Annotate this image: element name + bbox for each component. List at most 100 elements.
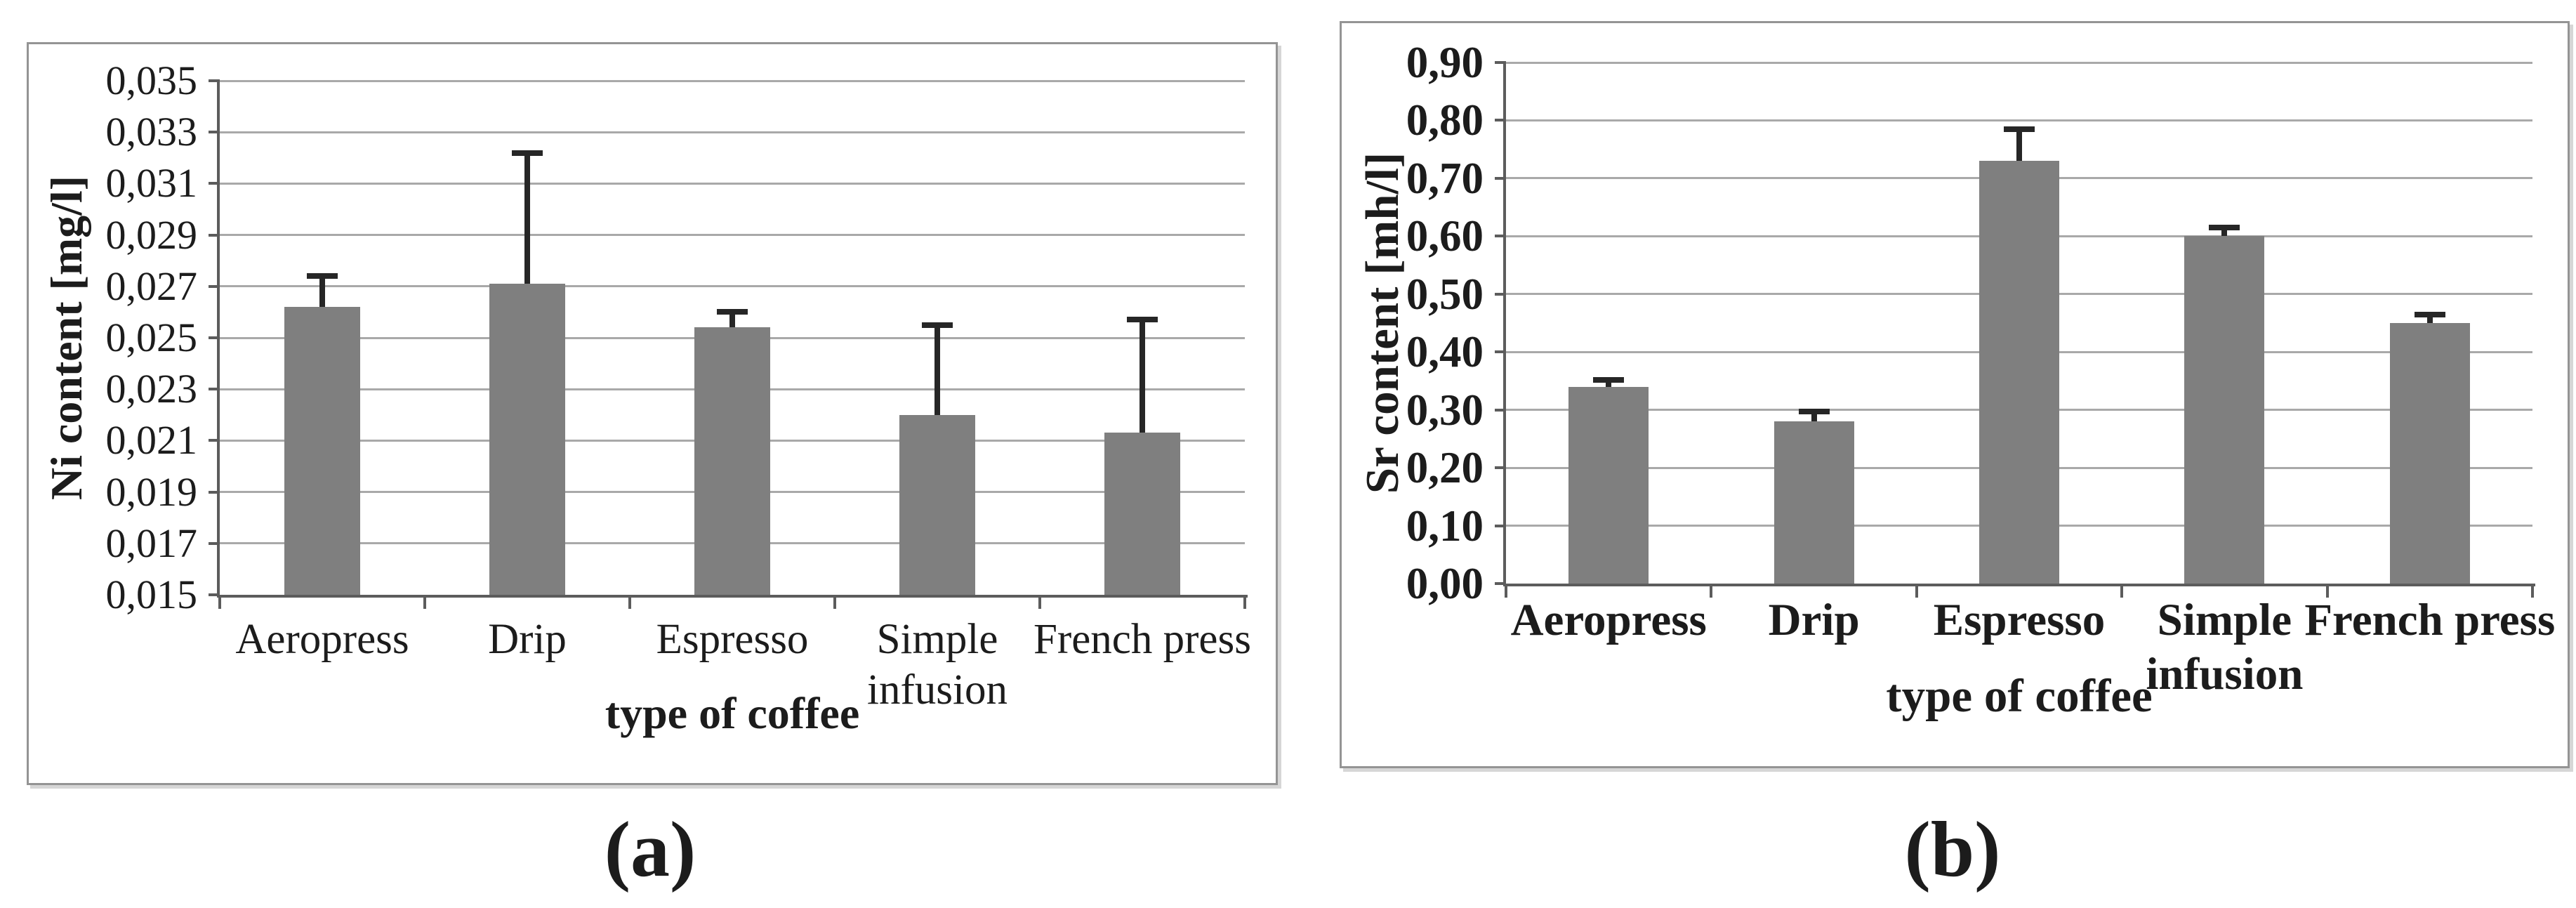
y-axis-tick [209, 336, 220, 339]
error-bar-cap-espresso [2004, 126, 2035, 132]
x-axis-line [1503, 584, 2535, 586]
caption-b: (b) [1904, 806, 2001, 893]
y-axis-tick [1495, 235, 1506, 238]
x-axis-tick [423, 598, 426, 609]
error-bar-line-espresso [2016, 129, 2022, 162]
bar-espresso [694, 327, 770, 595]
x-axis-tick [1915, 586, 1918, 598]
y-axis-title: Sr content [mh/l] [1356, 152, 1408, 494]
bar-french-press [1104, 433, 1180, 595]
y-tick-label: 0,70 [1406, 153, 1484, 203]
y-axis-tick [1495, 350, 1506, 354]
bar-simple-infusion [899, 414, 975, 595]
x-axis-title: type of coffee [605, 688, 860, 738]
error-bar-line-aeropress [319, 276, 325, 308]
y-axis-tick [1495, 61, 1506, 64]
x-axis-tick [2325, 586, 2329, 598]
x-axis-tick [2531, 586, 2534, 598]
error-bar-cap-drip [512, 150, 543, 156]
y-axis-tick [209, 541, 220, 545]
category-label-espresso: Espresso [656, 616, 809, 663]
bar-aeropress [1568, 386, 1649, 584]
y-axis-line [217, 79, 220, 598]
error-bar-cap-simple-infusion [2209, 225, 2240, 230]
error-bar-cap-drip [1798, 409, 1830, 415]
y-axis-tick [1495, 292, 1506, 296]
y-tick-label: 0,023 [105, 366, 198, 412]
error-bar-cap-espresso [717, 309, 748, 315]
y-tick-label: 0,033 [105, 109, 198, 155]
category-label-drip: Drip [1768, 595, 1860, 645]
caption-a: (a) [604, 806, 696, 893]
y-tick-label: 0,019 [105, 468, 198, 515]
error-bar-cap-french-press [2414, 311, 2445, 317]
x-axis-tick [1038, 598, 1041, 609]
chart-panel-b: 0,00 0,10 0,20 0,30 0,40 0,50 0,60 0,70 0,80 0,90… [1340, 21, 2570, 768]
error-bar-line-drip [1811, 412, 1817, 422]
y-axis-tick [1495, 582, 1506, 585]
y-axis-title: Ni content [mg/l] [41, 175, 91, 501]
y-axis-tick [1495, 408, 1506, 412]
y-axis-tick [209, 490, 220, 494]
bar-simple-infusion [2184, 236, 2265, 584]
y-tick-label: 0,90 [1406, 38, 1484, 87]
gridline [1506, 119, 2532, 121]
y-tick-label: 0,20 [1406, 443, 1484, 493]
y-tick-label: 0,021 [105, 417, 198, 463]
bar-french-press [2389, 323, 2470, 584]
x-axis-tick [1505, 586, 1507, 598]
chart-panel-a: 0,015 0,017 0,019 0,021 0,023 0,025 0,027 0,029… [27, 42, 1278, 785]
y-tick-label: 0,027 [105, 263, 198, 309]
category-label-aeropress: Aeropress [235, 616, 409, 663]
y-tick-label: 0,029 [105, 211, 198, 258]
x-axis-tick [2120, 586, 2124, 598]
category-label-simple-infusion: Simple infusion [867, 616, 1008, 713]
x-axis-tick [1243, 598, 1246, 609]
error-bar-line-french-press [2426, 314, 2433, 323]
gridline [220, 234, 1245, 237]
y-axis-tick [209, 79, 220, 82]
gridline [220, 79, 1245, 82]
error-bar-cap-aeropress [1593, 376, 1625, 383]
y-axis-tick [209, 593, 220, 596]
y-tick-label: 0,025 [105, 315, 198, 360]
y-tick-label: 0,017 [105, 520, 198, 566]
category-label-espresso: Espresso [1933, 595, 2106, 645]
error-bar-cap-aeropress [307, 273, 338, 279]
y-tick-label: 0,015 [105, 572, 198, 617]
y-tick-label: 0,10 [1406, 501, 1484, 551]
category-label-french-press: French press [1033, 616, 1251, 663]
gridline [1506, 61, 2532, 64]
gridline [220, 131, 1245, 133]
bar-aeropress [284, 307, 360, 595]
y-axis-tick [1495, 524, 1506, 527]
x-axis-tick [218, 598, 221, 609]
error-bar-line-simple-infusion [2221, 228, 2228, 237]
y-tick-label: 0,40 [1406, 327, 1484, 377]
error-bar-cap-simple-infusion [922, 322, 953, 328]
y-tick-label: 0,031 [105, 160, 198, 206]
error-bar-line-drip [524, 152, 530, 284]
gridline [220, 285, 1245, 288]
y-tick-label: 0,30 [1406, 385, 1484, 435]
y-axis-tick [1495, 119, 1506, 122]
y-tick-label: 0,50 [1406, 269, 1484, 319]
category-label-simple-infusion: Simple infusion [2146, 595, 2304, 699]
error-bar-cap-french-press [1127, 317, 1158, 323]
bar-drip [1774, 421, 1854, 584]
x-axis-tick [628, 598, 631, 609]
error-bar-line-simple-infusion [934, 324, 940, 415]
error-bar-line-french-press [1140, 320, 1145, 433]
y-tick-label: 0,035 [105, 58, 198, 103]
x-axis-line [217, 595, 1248, 598]
category-label-drip: Drip [488, 616, 567, 663]
y-axis-tick [209, 233, 220, 237]
y-axis-tick [209, 284, 220, 288]
category-label-french-press: French press [2304, 595, 2556, 645]
x-axis-tick [833, 598, 836, 609]
y-tick-label: 0,80 [1406, 96, 1484, 145]
error-bar-line-aeropress [1606, 379, 1612, 387]
y-axis-tick [209, 439, 220, 442]
y-axis-tick [209, 388, 220, 391]
